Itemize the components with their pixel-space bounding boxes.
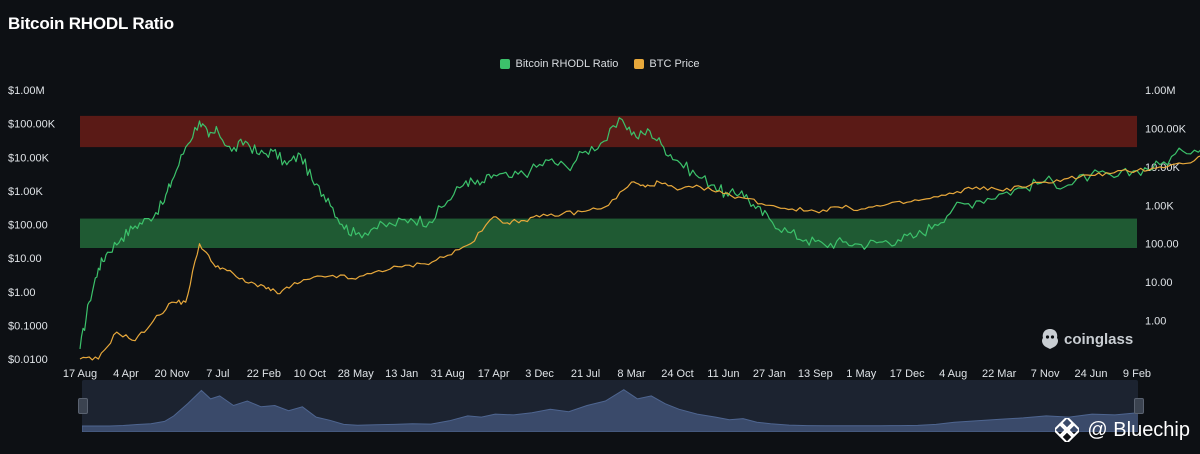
btc-price-line: [79, 155, 1200, 361]
y-right-tick-label: 10.00: [1145, 277, 1173, 289]
legend-label-rhodl: Bitcoin RHODL Ratio: [515, 58, 619, 70]
y-left-tick-label: $1.00K: [8, 186, 44, 198]
y-left-tick-label: $0.0100: [8, 354, 48, 366]
x-tick-label: 9 Feb: [1123, 368, 1151, 380]
x-tick-label: 27 Jan: [753, 368, 786, 380]
chart-title: Bitcoin RHODL Ratio: [8, 14, 174, 33]
x-tick-label: 21 Jul: [571, 368, 600, 380]
y-left-tick-label: $100.00: [8, 220, 48, 232]
x-tick-label: 13 Sep: [798, 368, 833, 380]
legend-label-price: BTC Price: [649, 58, 700, 70]
rhodl-ratio-line: [79, 117, 1200, 349]
x-tick-label: 4 Apr: [113, 368, 139, 380]
watermark-text: coinglass: [1064, 330, 1134, 348]
navigator-preview: [81, 389, 1200, 433]
y-left-tick-label: $1.00: [8, 287, 36, 299]
x-tick-label: 7 Jul: [206, 368, 229, 380]
x-tick-label: 13 Jan: [385, 368, 418, 380]
x-tick-label: 24 Jun: [1075, 368, 1108, 380]
y-right-tick-label: 1.00K: [1145, 200, 1174, 212]
undervalued-zone: [80, 218, 1137, 249]
x-tick-label: 11 Jun: [707, 368, 739, 380]
x-tick-label: 17 Apr: [478, 368, 510, 380]
legend-swatch-rhodl: [500, 59, 511, 69]
bluechip-logo-icon: [1055, 418, 1080, 442]
legend-item-rhodl[interactable]: Bitcoin RHODL Ratio: [500, 58, 618, 70]
x-tick-label: 17 Dec: [890, 368, 925, 380]
x-tick-label: 1 May: [846, 368, 876, 380]
y-right-tick-label: 1.00: [1145, 316, 1166, 328]
x-tick-label: 24 Oct: [661, 368, 693, 380]
y-left-tick-label: $10.00K: [8, 152, 50, 164]
x-tick-label: 7 Nov: [1031, 368, 1060, 380]
y-right-tick-label: 100.00: [1145, 239, 1179, 251]
x-tick-label: 31 Aug: [431, 368, 465, 380]
y-left-tick-label: $1.00M: [8, 85, 45, 97]
x-tick-label: 4 Aug: [939, 368, 967, 380]
y-left-tick-label: $100.00K: [8, 119, 56, 131]
overvalued-zone: [80, 115, 1137, 148]
x-tick-label: 3 Dec: [525, 368, 554, 380]
legend-swatch-price: [634, 59, 645, 69]
y-left-tick-label: $10.00: [8, 253, 42, 265]
y-right-tick-label: 100.00K: [1145, 123, 1187, 135]
x-tick-label: 22 Feb: [247, 368, 281, 380]
coinglass-logo-icon: [1042, 329, 1058, 349]
y-right-tick-label: 1.00M: [1145, 85, 1176, 97]
x-tick-label: 28 May: [338, 368, 375, 380]
x-tick-label: 17 Aug: [63, 368, 97, 380]
x-tick-label: 8 Mar: [617, 368, 645, 380]
x-tick-label: 20 Nov: [154, 368, 189, 380]
navigator-area: [81, 389, 1200, 433]
brand-text: @ Bluechip: [1087, 418, 1190, 441]
bluechip-brand: @ Bluechip: [1055, 418, 1190, 442]
x-tick-label: 22 Mar: [982, 368, 1017, 380]
legend: Bitcoin RHODL Ratio BTC Price: [0, 58, 1200, 70]
x-tick-label: 10 Oct: [294, 368, 326, 380]
legend-item-price[interactable]: BTC Price: [634, 58, 700, 70]
coinglass-watermark: coinglass: [1040, 328, 1133, 350]
navigator-right-handle[interactable]: [1134, 398, 1144, 414]
navigator-left-handle[interactable]: [78, 398, 88, 414]
range-navigator[interactable]: [81, 380, 1200, 433]
y-left-tick-label: $0.1000: [8, 320, 48, 332]
